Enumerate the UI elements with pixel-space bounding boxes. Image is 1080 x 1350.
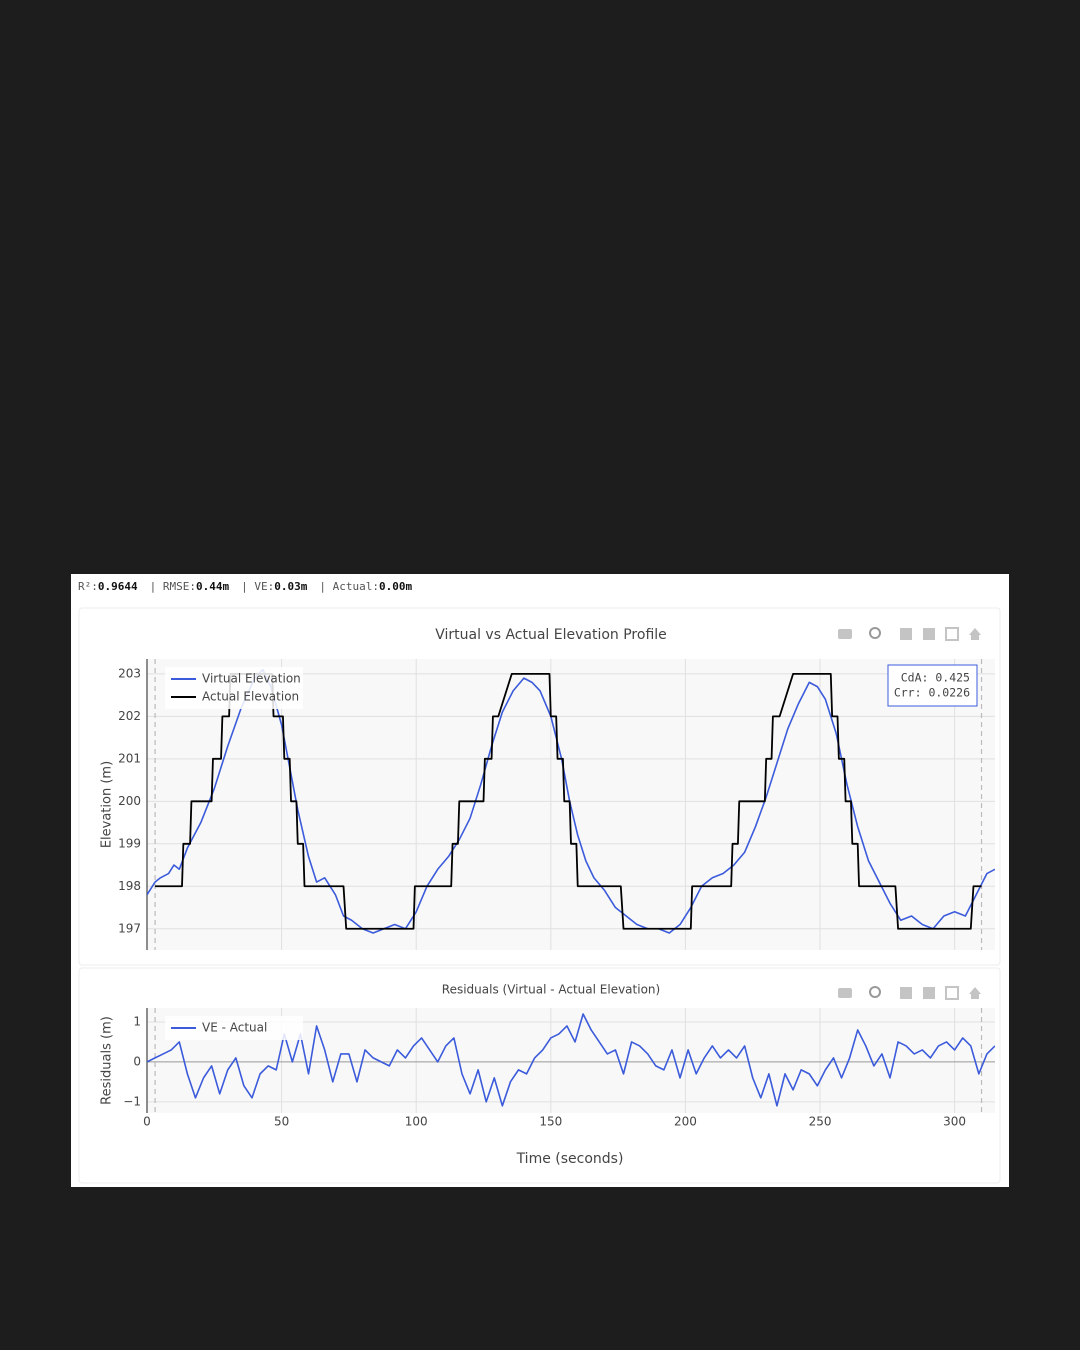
x-tick-label: 200 xyxy=(674,1115,697,1129)
x-tick-label: 50 xyxy=(274,1115,289,1129)
y-tick-label: 200 xyxy=(118,794,141,808)
stats-bar: R²:0.9644 | RMSE:0.44m | VE:0.03m | Actual:… xyxy=(78,580,424,593)
stat-label: R²: xyxy=(78,580,98,593)
x-axis-label: Time (seconds) xyxy=(516,1151,624,1167)
series-group xyxy=(147,1013,995,1107)
camera-icon[interactable] xyxy=(838,988,852,998)
chart-title: Virtual vs Actual Elevation Profile xyxy=(435,627,667,643)
legend-label: VE - Actual xyxy=(202,1021,267,1035)
stat-value: 0.00m xyxy=(378,580,413,593)
annotation-box xyxy=(887,664,978,707)
zoom-in-icon[interactable] xyxy=(900,628,912,640)
y-tick-label: 201 xyxy=(118,751,141,765)
series-line xyxy=(147,1013,995,1107)
x-tick-label: 300 xyxy=(943,1115,966,1129)
stat-value: 0.03m xyxy=(274,580,308,593)
legend-label: Virtual Elevation xyxy=(202,672,301,686)
series-line xyxy=(155,672,982,930)
stat-label: | RMSE: xyxy=(149,580,196,593)
annotation-text: CdA: 0.425 xyxy=(901,671,970,685)
y-tick-label: 197 xyxy=(118,921,141,935)
camera-icon[interactable] xyxy=(838,629,852,639)
home-icon[interactable] xyxy=(969,628,981,640)
zoom-out-icon[interactable] xyxy=(923,987,935,999)
y-tick-label: 202 xyxy=(118,709,141,723)
zoom-icon[interactable] xyxy=(869,986,881,998)
annotation-text: Crr: 0.0226 xyxy=(894,686,970,700)
chart-title: Residuals (Virtual - Actual Elevation) xyxy=(442,983,660,997)
x-tick-label: 250 xyxy=(809,1115,832,1129)
legend-label: Actual Elevation xyxy=(202,690,299,704)
y-axis-label: Residuals (m) xyxy=(100,1016,115,1105)
zoom-icon[interactable] xyxy=(869,627,881,639)
zoom-out-icon[interactable] xyxy=(923,628,935,640)
autoscale-icon[interactable] xyxy=(945,986,959,1000)
y-tick-label: 0 xyxy=(133,1054,141,1068)
zoom-in-icon[interactable] xyxy=(900,987,912,999)
x-tick-label: 0 xyxy=(143,1115,151,1129)
stat-label: | VE: xyxy=(241,580,275,593)
y-tick-label: 199 xyxy=(118,836,141,850)
autoscale-icon[interactable] xyxy=(945,627,959,641)
home-icon[interactable] xyxy=(969,987,981,999)
x-tick-label: 100 xyxy=(405,1115,428,1129)
y-tick-label: 203 xyxy=(118,666,141,680)
stat-value: 0.44m xyxy=(195,580,230,593)
legend-box xyxy=(165,667,303,709)
stat-label: | Actual: xyxy=(319,580,379,593)
y-tick-label: 198 xyxy=(118,879,141,893)
x-tick-label: 150 xyxy=(539,1115,562,1129)
series-group xyxy=(147,668,995,934)
y-tick-label: 1 xyxy=(133,1014,141,1028)
y-axis-label: Elevation (m) xyxy=(100,761,115,848)
stat-value: 0.9644 xyxy=(97,580,138,593)
y-tick-label: −1 xyxy=(123,1094,141,1108)
toolbar[interactable] xyxy=(838,627,981,1000)
